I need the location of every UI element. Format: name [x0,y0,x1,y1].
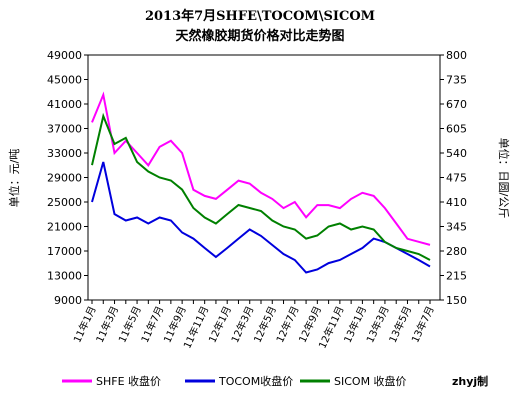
y2-tick-label: 280 [446,245,467,258]
series-line [91,112,431,261]
y-tick-label: 21000 [47,221,82,234]
y-tick-label: 25000 [47,196,82,209]
y2-tick-label: 800 [446,49,467,62]
y-tick-label: 49000 [47,49,82,62]
legend-label: TOCOM收盘价 [218,374,293,388]
y2-tick-label: 410 [446,196,467,209]
y-tick-label: 45000 [47,74,82,87]
y2-tick-label: 670 [446,98,467,111]
y-tick-label: 17000 [47,245,82,258]
legend-label: SHFE 收盘价 [96,374,161,388]
y-tick-label: 13000 [47,270,82,283]
y2-tick-label: 215 [446,270,467,283]
chart-subtitle: 天然橡胶期货价格对比走势图 [175,28,344,44]
y2-tick-label: 540 [446,147,467,160]
y-tick-label: 33000 [47,147,82,160]
series-line [91,161,431,274]
legend-label: SICOM 收盘价 [334,374,407,388]
series-line [91,91,431,246]
y2-tick-label: 150 [446,294,467,307]
annotation: zhyj制 [452,374,488,388]
y2-axis-label: 单位：日圆/公斤 [497,138,511,219]
chart-title: 2013年7月SHFE\TOCOM\SICOM [145,8,375,24]
y-tick-label: 9000 [54,294,82,307]
y-tick-label: 41000 [47,98,82,111]
y-tick-label: 37000 [47,123,82,136]
y2-tick-label: 605 [446,123,467,136]
y-axis-label: 单位：元/吨 [7,149,21,208]
y2-tick-label: 345 [446,221,467,234]
y2-tick-label: 735 [446,74,467,87]
y-tick-label: 29000 [47,172,82,185]
y2-tick-label: 475 [446,172,467,185]
